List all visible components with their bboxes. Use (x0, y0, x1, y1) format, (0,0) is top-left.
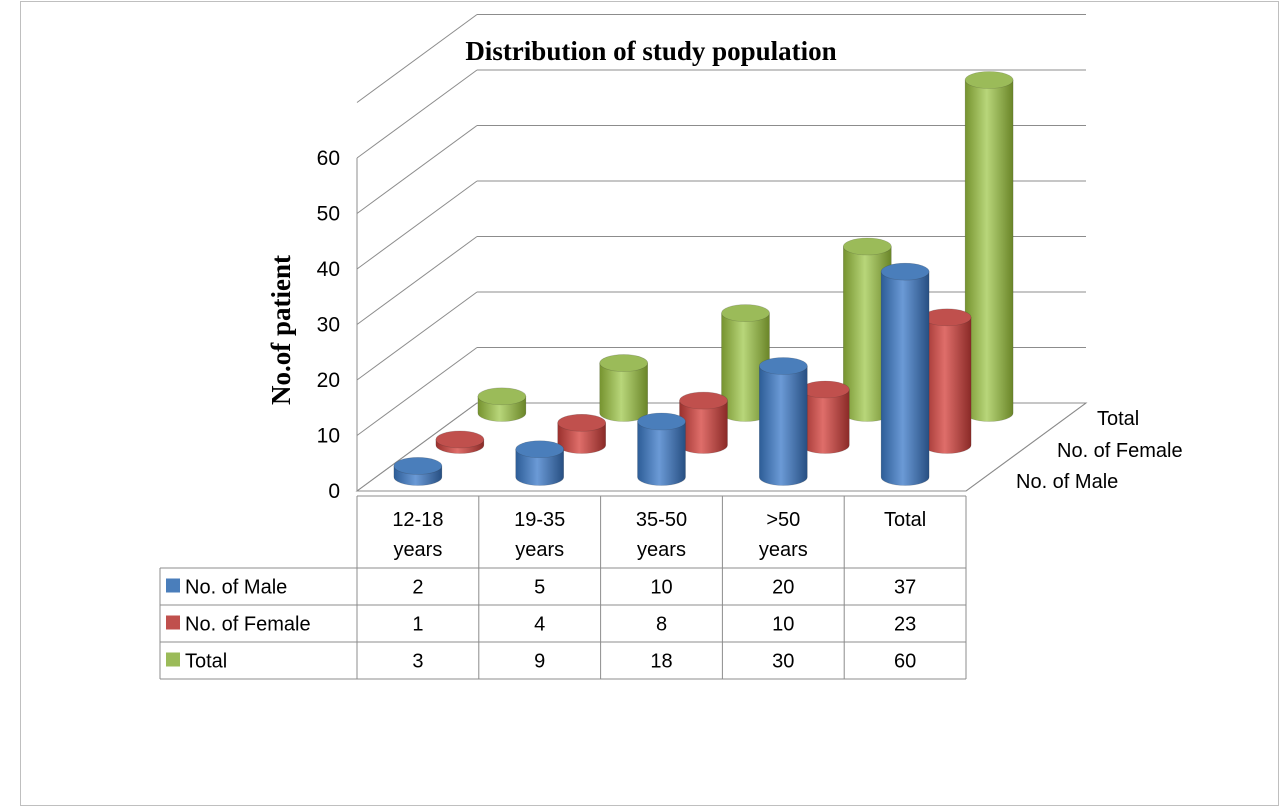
bar (800, 380, 850, 454)
table-header-label: Total (884, 509, 926, 531)
table-header-label: 12-18 (392, 509, 443, 531)
table-cell-value: 37 (894, 577, 916, 599)
depth-series-label: No. of Male (1016, 471, 1118, 493)
bar (637, 412, 686, 486)
table-header-label: 19-35 (514, 509, 565, 531)
bar (599, 354, 649, 422)
table-cell-value: 20 (772, 577, 794, 599)
gridline-side (356, 236, 478, 325)
bar-top (842, 237, 892, 256)
gridline-side (356, 291, 478, 381)
table-header-label: years (759, 539, 808, 561)
table-cell-value: 10 (650, 577, 672, 599)
table-cell-value: 3 (412, 651, 423, 673)
gridline-side (356, 180, 478, 270)
bar (679, 391, 728, 454)
y-tick-label: 30 (317, 314, 340, 337)
chart-bars (393, 71, 1014, 486)
bar-top (435, 430, 485, 449)
table-header-label: 35-50 (636, 509, 687, 531)
legend-key (166, 615, 180, 630)
table-cell-value: 18 (650, 651, 672, 673)
table-header-label: years (393, 539, 442, 561)
series-depth-labels: No. of Male No. of Female Total (965, 402, 1183, 493)
y-tick-label: 0 (328, 480, 340, 503)
depth-series-label: No. of Female (1057, 440, 1183, 462)
table-header-label: >50 (766, 509, 800, 531)
bar (393, 457, 443, 486)
bar-top (964, 71, 1014, 89)
bar-body (515, 448, 564, 486)
y-tick-label: 20 (317, 369, 340, 392)
bar (922, 308, 972, 454)
y-tick-label: 60 (317, 147, 340, 170)
bar-body (801, 389, 850, 454)
depth-series-label: Total (1097, 408, 1139, 430)
table-series-name: Total (185, 651, 227, 673)
legend-key (166, 652, 180, 667)
bar-top (922, 308, 972, 327)
bar (880, 262, 930, 486)
bar-top (758, 357, 808, 375)
bar (477, 387, 527, 422)
bar-body (599, 362, 648, 422)
gridline-side (356, 14, 478, 103)
table-cell-value: 9 (534, 651, 545, 673)
table-cell-value: 60 (894, 651, 916, 673)
bar (515, 440, 565, 486)
bar-top (515, 440, 565, 459)
bar-top (721, 304, 770, 322)
y-tick-label: 40 (317, 258, 340, 281)
table-cell-value: 5 (534, 577, 545, 599)
table-cell-value: 2 (412, 577, 423, 599)
bar-top (880, 262, 930, 281)
table-series-name: No. of Female (185, 614, 311, 636)
gridline-side (356, 69, 478, 159)
table-cell-value: 4 (534, 614, 545, 636)
bar-body (922, 317, 972, 454)
gridline-side (356, 347, 478, 436)
bar-top (557, 413, 607, 432)
table-cell-value: 10 (772, 614, 794, 636)
depth-axis-line (965, 402, 1087, 492)
table-series-name: No. of Male (185, 577, 287, 599)
y-axis-label: No.of patient (266, 255, 296, 405)
bar-top (599, 354, 649, 372)
bar-top (679, 391, 728, 410)
y-axis-ticks: 0 10 20 30 40 50 60 (317, 147, 340, 503)
bar-body (759, 365, 808, 486)
bar-body (637, 421, 686, 486)
bar-top (393, 457, 443, 475)
table-cell-value: 30 (772, 651, 794, 673)
legend-key (166, 578, 180, 593)
y-tick-label: 10 (317, 425, 340, 448)
bar (964, 71, 1014, 422)
bar (557, 413, 607, 454)
y-tick-label: 50 (317, 203, 340, 226)
bar-top (800, 380, 850, 399)
bar-top (477, 387, 527, 406)
gridline-side (356, 125, 478, 214)
bar (758, 357, 808, 486)
table-header-label: years (515, 539, 564, 561)
table-cell-value: 23 (894, 614, 916, 636)
table-header-label: years (637, 539, 686, 561)
data-table: 12-18 years 19-35 years 35-50 years >50 years To… (159, 495, 967, 680)
bar (721, 304, 770, 422)
chart-title: Distribution of study population (465, 36, 836, 66)
table-cell-value: 1 (412, 614, 423, 636)
gridline-side (356, 402, 478, 492)
bar (435, 430, 485, 454)
bar-top (637, 412, 686, 431)
bar-body (880, 271, 930, 486)
table-cell-value: 8 (656, 614, 667, 636)
bar-body (964, 79, 1014, 422)
